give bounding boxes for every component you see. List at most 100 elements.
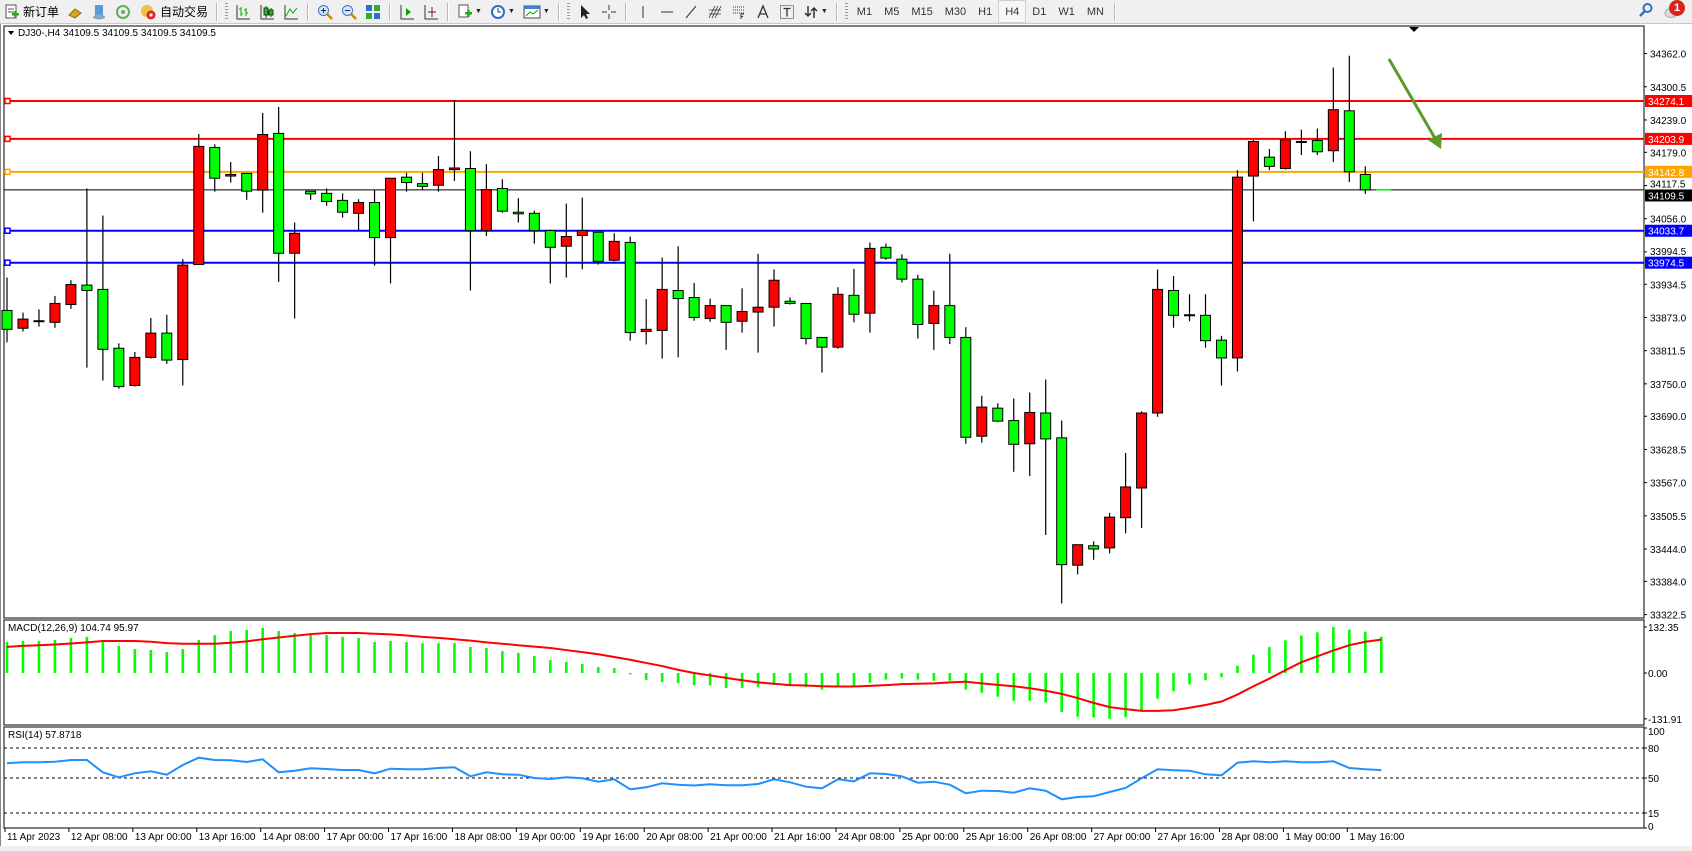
rsi-line [6, 756, 1382, 801]
templates-dropdown[interactable]: ▼ [520, 1, 553, 22]
trendline-icon [685, 5, 697, 18]
candle [672, 246, 684, 358]
candle-body [385, 177, 397, 239]
separator [1113, 2, 1116, 21]
candle-body [496, 187, 508, 212]
candle [592, 231, 604, 265]
zoom-out-button[interactable] [338, 1, 360, 22]
candle [1263, 149, 1275, 171]
candle-body [416, 183, 428, 187]
macd-histogram-bar [197, 639, 201, 673]
arrows-dropdown[interactable]: ▼ [800, 1, 831, 22]
candlestick-button[interactable] [256, 1, 278, 22]
macd-histogram-bar [788, 673, 792, 686]
toolbar-grip[interactable] [844, 2, 848, 21]
time-axis-label: 27 Apr 00:00 [1094, 832, 1151, 843]
text-label-button[interactable] [776, 1, 798, 22]
candle [273, 106, 285, 282]
toolbar-grip[interactable] [566, 2, 570, 21]
zoom-in-button[interactable] [314, 1, 336, 22]
timeframe-h4[interactable]: H4 [998, 0, 1027, 23]
candle [704, 298, 716, 322]
chart-shift-button[interactable] [420, 1, 442, 22]
candle-body [1343, 110, 1355, 173]
chart-shift-marker-icon[interactable] [1409, 27, 1419, 32]
macd-histogram-bar [1204, 673, 1207, 681]
fibo-fan-button[interactable] [728, 1, 750, 22]
vertical-line-button[interactable] [632, 1, 654, 22]
macd-histogram-bar [852, 673, 856, 686]
toolbar-grip[interactable] [225, 2, 229, 21]
level-handle[interactable] [4, 227, 11, 234]
signals-button[interactable] [112, 1, 134, 22]
history-button[interactable] [88, 1, 110, 22]
rsi-label: RSI(14) 57.8718 [8, 730, 82, 741]
timeframe-mn[interactable]: MN [1086, 5, 1104, 18]
timeframe-m5[interactable]: M5 [884, 5, 900, 18]
auto-trade-button[interactable]: 自动交易 [136, 1, 211, 22]
macd-histogram-bar [820, 673, 824, 690]
candle [512, 198, 524, 223]
cursor-button[interactable] [574, 1, 596, 22]
gold-icon [68, 7, 82, 19]
indicators-dropdown[interactable]: ▼ [454, 1, 485, 22]
macd-histogram-bar [309, 634, 312, 673]
price-axis-label: 33934.5 [1650, 280, 1687, 291]
level-handle[interactable] [4, 135, 11, 143]
candle-body [912, 278, 924, 325]
time-axis-label: 27 Apr 16:00 [1158, 832, 1215, 843]
candle-body [592, 231, 604, 262]
horizontal-line-button[interactable] [656, 1, 678, 22]
separator [835, 2, 838, 21]
timeframe-w1[interactable]: W1 [1058, 5, 1075, 18]
notification-icon[interactable]: 1 [1664, 0, 1685, 19]
level-handle[interactable] [4, 259, 11, 266]
timeframe-m1[interactable]: M1 [856, 5, 873, 18]
separator [307, 2, 310, 21]
candle [832, 287, 844, 349]
price-level-tag [1645, 189, 1692, 202]
bar-chart-button[interactable] [232, 1, 254, 22]
candle [624, 236, 636, 341]
candle-body [1136, 412, 1148, 489]
new-order-button[interactable]: 新订单 [1, 1, 62, 22]
candle-body [608, 240, 620, 261]
candle-body [432, 169, 444, 186]
rsi-axis-label: 50 [1648, 774, 1660, 785]
candle [1072, 544, 1084, 575]
fibonacci-button[interactable] [704, 1, 726, 22]
timeframe-m30[interactable]: M30 [944, 5, 967, 18]
time-axis-label: 19 Apr 16:00 [582, 832, 639, 843]
macd-histogram-bar [405, 642, 408, 673]
cursor-icon [580, 4, 590, 19]
level-handle[interactable] [4, 168, 11, 176]
timeframe-m15[interactable]: M15 [911, 5, 933, 18]
line-chart-button[interactable] [280, 1, 302, 22]
auto-trade-label: 自动交易 [160, 5, 209, 19]
tile-windows-button[interactable] [362, 1, 384, 22]
trendline-button[interactable] [680, 1, 702, 22]
macd-histogram-bar [437, 643, 440, 673]
crosshair-button[interactable] [598, 1, 620, 22]
price-axis-label: 33994.5 [1650, 247, 1687, 258]
level-handle[interactable] [4, 97, 11, 105]
search-icon[interactable] [1638, 2, 1654, 18]
candle [1152, 269, 1164, 417]
gold-button[interactable] [64, 1, 86, 22]
macd-histogram-bar [181, 649, 185, 673]
macd-histogram-bar [453, 643, 456, 673]
macd-histogram-bar [149, 650, 153, 673]
macd-histogram-bar [884, 673, 888, 680]
time-axis-label: 25 Apr 16:00 [966, 832, 1023, 843]
periods-dropdown[interactable]: ▼ [487, 1, 518, 22]
macd-histogram-bar [373, 642, 376, 673]
separator [389, 2, 392, 21]
main-toolbar: 新订单 自动交易 ▼ ▼ ▼ ▼ M1 M5 M15 M30 H1 H4 D1 W1 MN 1 [0, 0, 1692, 24]
timeframe-h1[interactable]: H1 [978, 5, 993, 18]
candle [385, 177, 397, 284]
macd-histogram-bar [724, 673, 728, 688]
timeframe-d1[interactable]: D1 [1032, 5, 1047, 18]
text-button[interactable] [752, 1, 774, 22]
auto-scroll-button[interactable] [396, 1, 418, 22]
